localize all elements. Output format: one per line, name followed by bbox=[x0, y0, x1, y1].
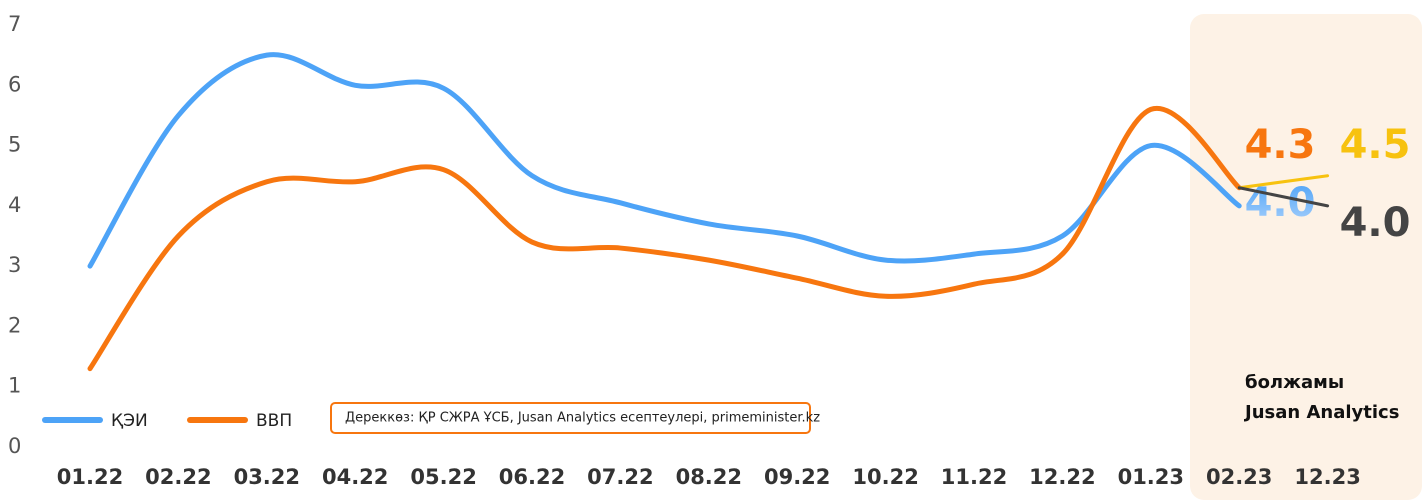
y-tick-label: 1 bbox=[8, 374, 21, 398]
x-tick-label: 11.22 bbox=[941, 465, 1007, 489]
series-line bbox=[1237, 186, 1330, 208]
x-tick-label: 02.23 bbox=[1206, 465, 1272, 489]
y-tick-label: 3 bbox=[8, 253, 21, 277]
y-tick-label: 6 bbox=[8, 72, 21, 96]
x-tick-label: 06.22 bbox=[499, 465, 565, 489]
y-tick-label: 7 bbox=[8, 12, 21, 36]
x-tick-label: 01.22 bbox=[57, 465, 123, 489]
x-tick-label: 01.23 bbox=[1118, 465, 1184, 489]
x-tick-label: 02.22 bbox=[145, 465, 211, 489]
source-note: Дереккөз: ҚР СЖРА ҰСБ, Jusan Analytics е… bbox=[345, 411, 820, 426]
x-tick-label: 05.22 bbox=[410, 465, 476, 489]
data-label: 4.0 bbox=[1245, 180, 1316, 226]
y-tick-label: 0 bbox=[8, 434, 21, 458]
data-label: 4.5 bbox=[1340, 122, 1411, 168]
y-tick-label: 2 bbox=[8, 313, 21, 337]
x-tick-label: 10.22 bbox=[852, 465, 918, 489]
legend-label: ҚЭИ bbox=[111, 411, 148, 431]
x-tick-label: 08.22 bbox=[676, 465, 742, 489]
series-line bbox=[87, 52, 1242, 269]
x-tick-label: 09.22 bbox=[764, 465, 830, 489]
forecast-label: болжамы bbox=[1245, 372, 1344, 393]
legend-label: ВВП bbox=[256, 411, 292, 431]
forecast-region bbox=[1190, 14, 1422, 500]
y-tick-label: 4 bbox=[8, 193, 21, 217]
x-tick-label: 04.22 bbox=[322, 465, 388, 489]
x-tick-label: 12.22 bbox=[1029, 465, 1095, 489]
series-line bbox=[87, 105, 1242, 372]
forecast-label: Jusan Analytics bbox=[1243, 402, 1399, 423]
source-box bbox=[330, 402, 811, 434]
x-tick-label: 12.23 bbox=[1294, 465, 1360, 489]
x-tick-label: 07.22 bbox=[587, 465, 653, 489]
y-tick-label: 5 bbox=[8, 133, 21, 157]
x-tick-label: 03.22 bbox=[234, 465, 300, 489]
data-label: 4.0 bbox=[1340, 200, 1411, 246]
data-label: 4.3 bbox=[1245, 122, 1316, 168]
series-line bbox=[1237, 174, 1330, 190]
